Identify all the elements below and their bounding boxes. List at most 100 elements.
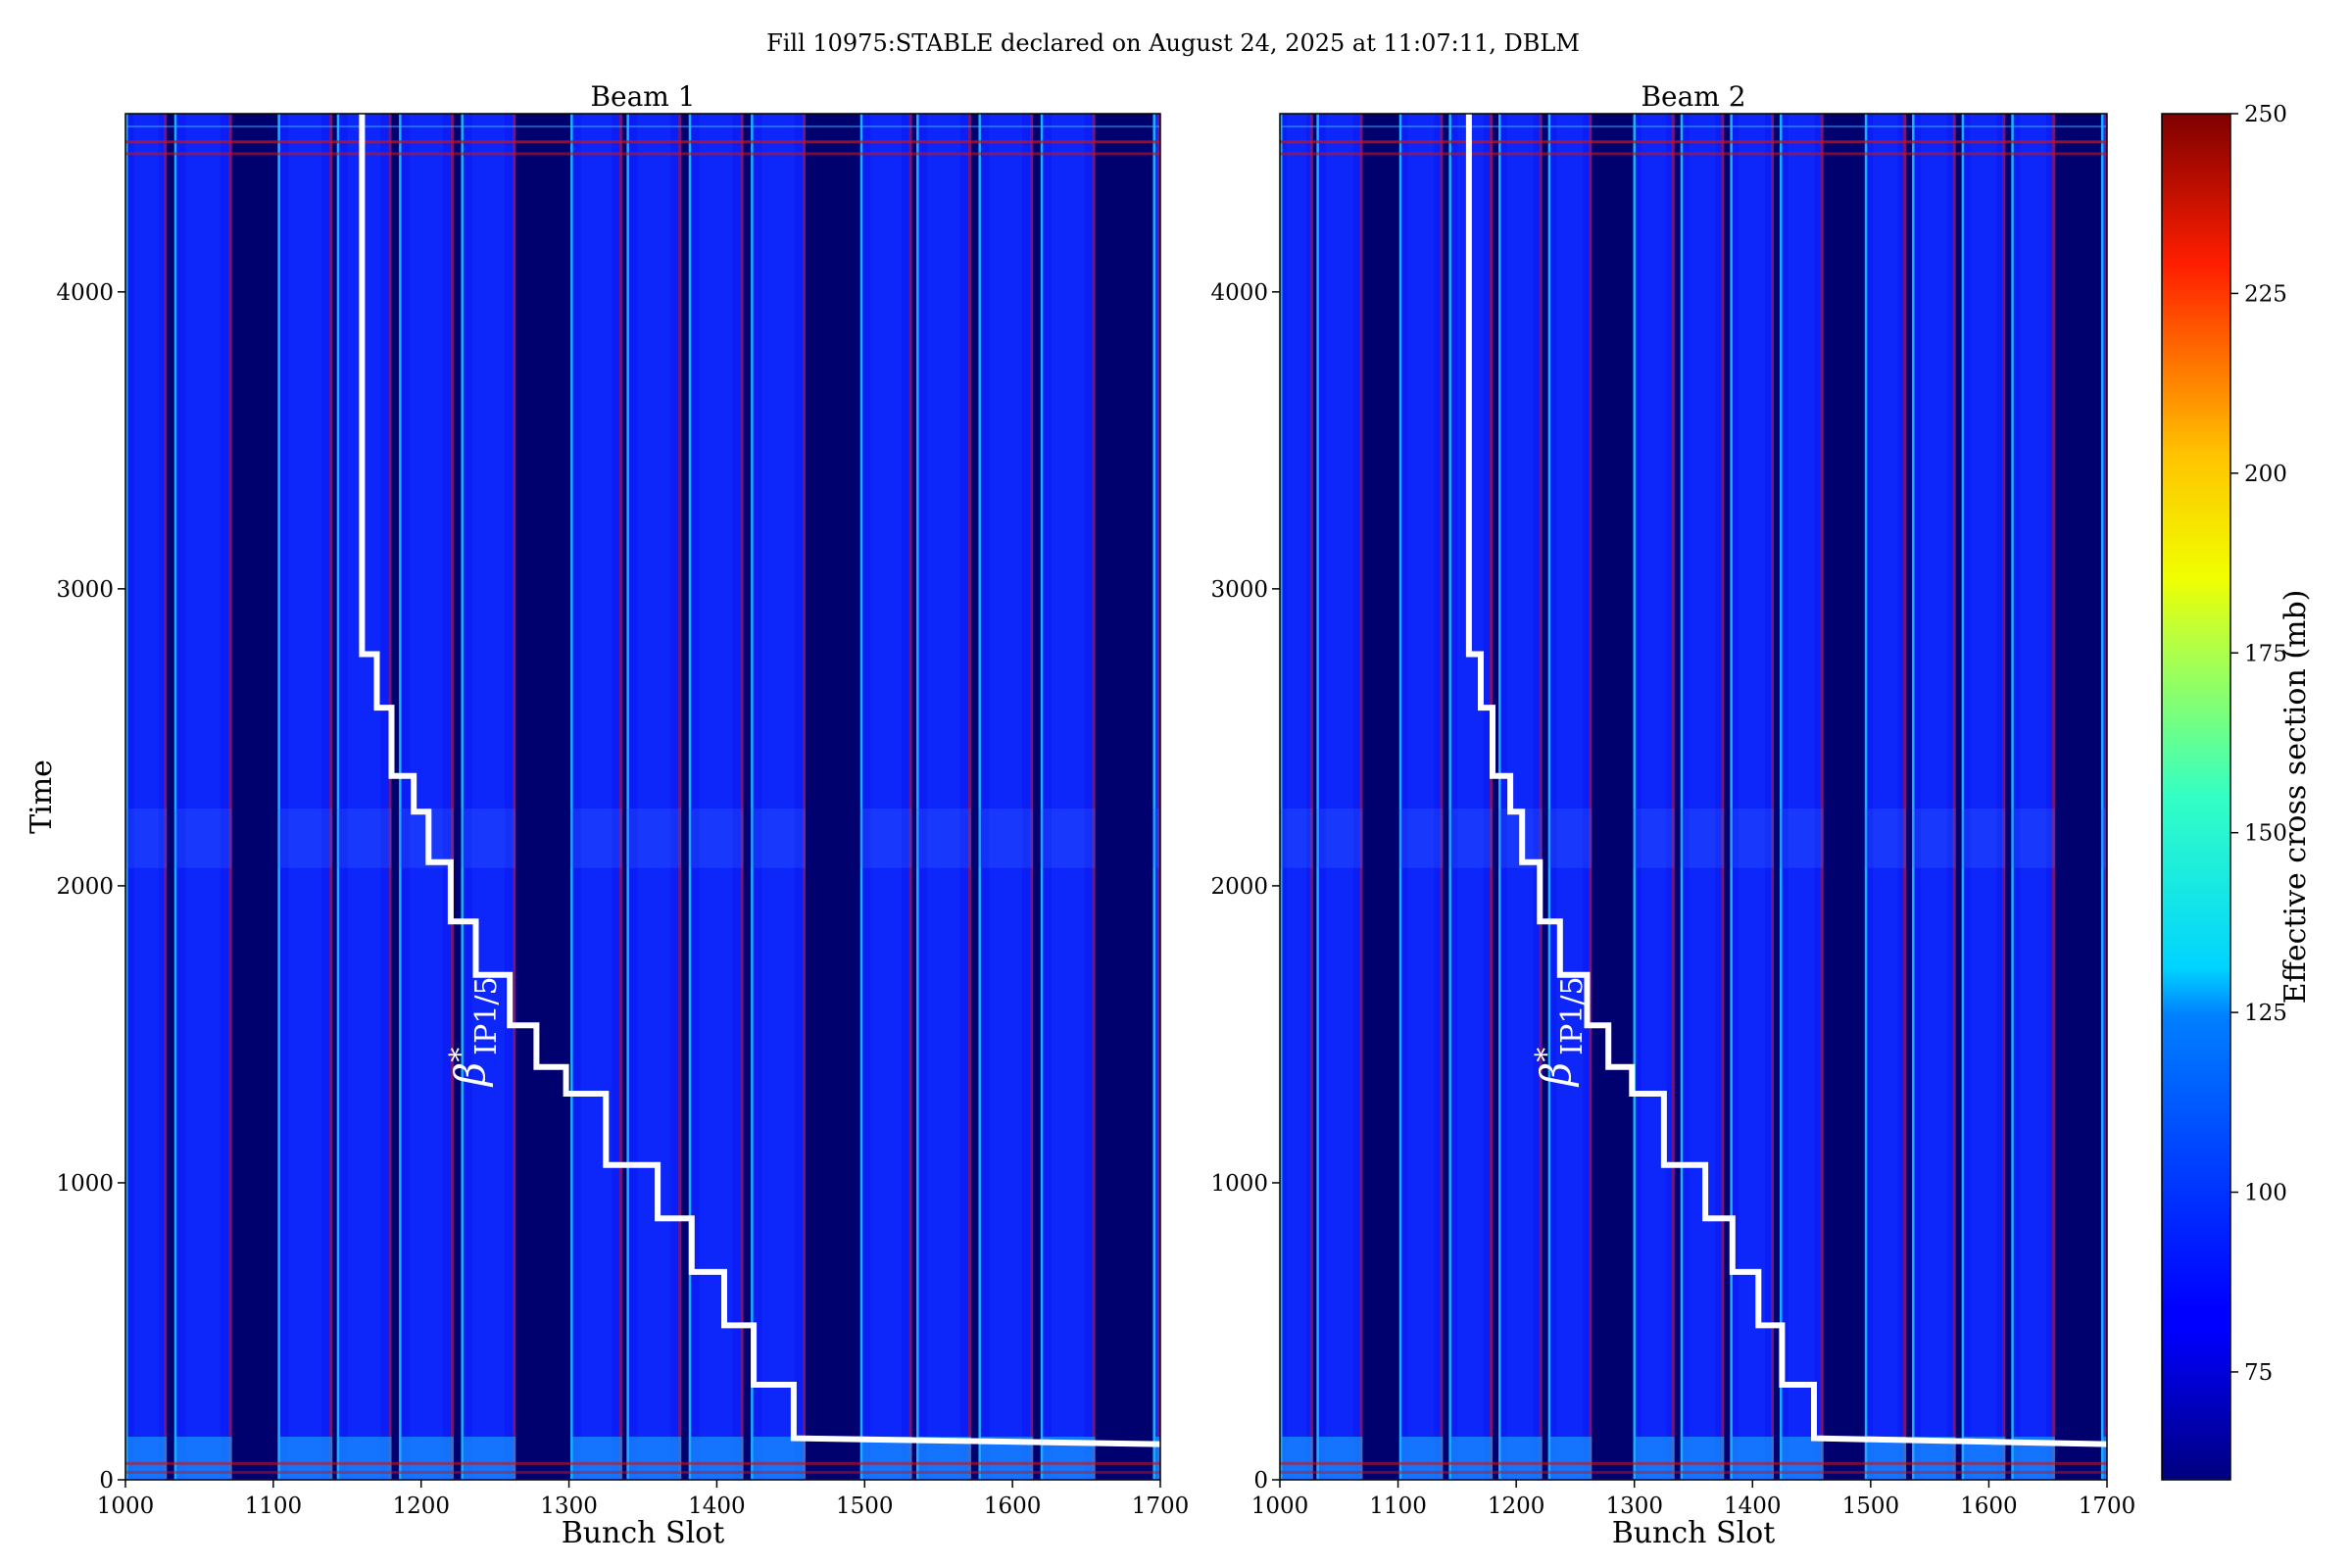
x-tick-label-1000: 1000 bbox=[97, 1494, 155, 1519]
bunch-train-core-1 bbox=[185, 114, 220, 1480]
beam-1-x-label: Bunch Slot bbox=[562, 1516, 725, 1550]
bunch-train-core-7 bbox=[1689, 114, 1716, 1480]
bunch-train-tail-4 bbox=[450, 114, 454, 1480]
bunch-train-core-0 bbox=[1286, 114, 1307, 1480]
bunch-train-core-6 bbox=[1641, 114, 1667, 1480]
bunch-train-core-8 bbox=[699, 114, 733, 1480]
bunch-train-core-12 bbox=[989, 114, 1023, 1480]
bunch-train-mid-11 bbox=[916, 808, 971, 868]
bunch-train-mid-10 bbox=[859, 808, 912, 868]
bunch-train-mid-10 bbox=[1864, 808, 1907, 868]
figure-suptitle: Fill 10975:STABLE declared on August 24,… bbox=[766, 29, 1580, 57]
noise-strip-top-b bbox=[125, 152, 1160, 156]
colorbar-tick-label-225: 225 bbox=[2244, 281, 2287, 307]
bunch-train-edge-12 bbox=[1961, 114, 1965, 1480]
bunch-train-edge-11 bbox=[916, 114, 919, 1480]
beam-1-x-ticks: 1000 1100 1200 1300 1400 1500 1600 1700 bbox=[97, 1480, 1190, 1519]
bunch-train-mid-12 bbox=[1961, 808, 2006, 868]
bunch-train-tail-5 bbox=[1589, 114, 1592, 1480]
bunch-train-edge-6 bbox=[570, 114, 573, 1480]
beam-1-annotation-star: * bbox=[444, 1048, 478, 1062]
bunch-train-mid-6 bbox=[1633, 808, 1675, 868]
bunch-train-tail-10 bbox=[908, 114, 912, 1480]
bunch-train-bottom-14 bbox=[2100, 1437, 2107, 1480]
x-tick-label-1300: 1300 bbox=[1605, 1494, 1663, 1519]
bunch-train-core-11 bbox=[1920, 114, 1947, 1480]
bunch-train-edge-8 bbox=[1730, 114, 1733, 1480]
bunch-train-mid-8 bbox=[688, 808, 744, 868]
bunch-train-bottom-14 bbox=[1152, 1437, 1160, 1480]
bunch-train-core-10 bbox=[870, 114, 902, 1480]
bunch-train-mid-5 bbox=[461, 808, 516, 868]
colorbar-tick-label-175: 175 bbox=[2244, 641, 2287, 666]
bunch-train-tail-12 bbox=[1030, 114, 1034, 1480]
bunch-train-mid-7 bbox=[626, 808, 682, 868]
beam-1-axes-frame bbox=[124, 113, 1161, 1481]
bunch-train-tail-4 bbox=[1539, 114, 1543, 1480]
bunch-train-core-13 bbox=[1051, 114, 1085, 1480]
beam-2-panel: β*IP1/5 1000 1100 1200 1300 1400 1500 1600 1700… bbox=[1210, 80, 2135, 1550]
bunch-train-edge-7 bbox=[626, 114, 629, 1480]
x-tick-label-1600: 1600 bbox=[984, 1494, 1042, 1519]
beam-1-y-label: Time bbox=[24, 760, 59, 834]
bunch-train-edge-3 bbox=[1448, 114, 1451, 1480]
beam-2-annotation-beta: β bbox=[1532, 1062, 1580, 1088]
bunch-train-core-9 bbox=[1788, 114, 1815, 1480]
beam-2-noise-strips bbox=[1280, 125, 2107, 1474]
colorbar-ticks: 75 100 125 150 175 200 225 250 bbox=[2230, 102, 2287, 1386]
y-tick-label-2000: 2000 bbox=[56, 874, 114, 900]
bunch-train-tail-0 bbox=[164, 114, 168, 1480]
bunch-train-tail-3 bbox=[388, 114, 392, 1480]
beam-1-noise-strips bbox=[125, 125, 1160, 1474]
beam-2-beta-star-line bbox=[1465, 114, 2108, 1447]
bunch-train-edge-13 bbox=[2011, 114, 2014, 1480]
colorbar-tick-label-150: 150 bbox=[2244, 821, 2287, 847]
bunch-train-tail-8 bbox=[740, 114, 744, 1480]
bunch-train-edge-9 bbox=[1780, 114, 1783, 1480]
bunch-train-mid-14 bbox=[2100, 808, 2107, 868]
beam-2-axes-frame bbox=[1279, 113, 2108, 1481]
x-tick-label-1700: 1700 bbox=[2079, 1494, 2136, 1519]
bunch-train-tail-7 bbox=[1721, 114, 1725, 1480]
bunch-train-edge-8 bbox=[688, 114, 692, 1480]
beam-2-y-ticks: 0 1000 2000 3000 4000 bbox=[1210, 280, 1280, 1494]
bunch-train-core-6 bbox=[580, 114, 612, 1480]
beam-1-y-ticks: 0 1000 2000 3000 4000 bbox=[56, 280, 125, 1494]
bunch-train-mid-11 bbox=[1912, 808, 1956, 868]
bunch-train-tail-13 bbox=[1092, 114, 1096, 1480]
bunch-train-mid-8 bbox=[1730, 808, 1774, 868]
bunch-train-tail-13 bbox=[2051, 114, 2055, 1480]
bunch-train-mid-12 bbox=[978, 808, 1034, 868]
noise-strip-top-a bbox=[1280, 140, 2107, 144]
bunch-train-tail-6 bbox=[1671, 114, 1675, 1480]
bunch-train-core-10 bbox=[1873, 114, 1898, 1480]
bunch-train-tail-8 bbox=[1770, 114, 1774, 1480]
bunch-train-edge-11 bbox=[1912, 114, 1915, 1480]
x-tick-label-1700: 1700 bbox=[1132, 1494, 1190, 1519]
noise-strip-top-a bbox=[125, 140, 1160, 144]
bunch-train-core-0 bbox=[133, 114, 159, 1480]
bunch-train-core-14 bbox=[1153, 114, 1159, 1480]
x-tick-label-1500: 1500 bbox=[1842, 1494, 1900, 1519]
noise-strip-bottom-b bbox=[125, 1470, 1160, 1474]
colorbar-tick-label-100: 100 bbox=[2244, 1181, 2287, 1206]
bunch-train-tail-6 bbox=[618, 114, 622, 1480]
x-tick-label-1200: 1200 bbox=[392, 1494, 450, 1519]
bunch-train-mid-3 bbox=[1448, 808, 1494, 868]
noise-strip-bottom-b bbox=[1280, 1470, 2107, 1474]
bunch-train-tail-7 bbox=[678, 114, 682, 1480]
bunch-train-edge-5 bbox=[1547, 114, 1551, 1480]
bunch-train-edge-5 bbox=[461, 114, 464, 1480]
bunch-train-edge-9 bbox=[751, 114, 754, 1480]
beam-1-annotation-sub: IP1/5 bbox=[469, 976, 504, 1054]
y-tick-label-1000: 1000 bbox=[1210, 1171, 1268, 1197]
bunch-train-core-5 bbox=[471, 114, 506, 1480]
bunch-train-core-9 bbox=[761, 114, 795, 1480]
beam-2-x-ticks: 1000 1100 1200 1300 1400 1500 1600 1700 bbox=[1251, 1480, 2136, 1519]
noise-strip-bottom-a bbox=[125, 1461, 1160, 1465]
colorbar-tick-label-250: 250 bbox=[2244, 102, 2287, 127]
bunch-train-core-2 bbox=[288, 114, 322, 1480]
beam-1-annotation-beta: β bbox=[446, 1062, 494, 1088]
beam-1-beta-star-annotation: β*IP1/5 bbox=[444, 976, 504, 1088]
